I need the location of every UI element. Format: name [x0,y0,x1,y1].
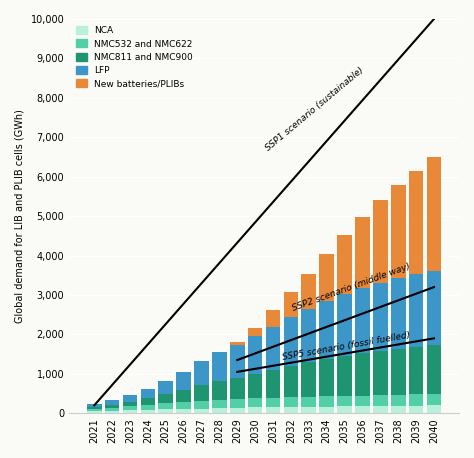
Bar [337,356,352,396]
Bar [391,406,406,413]
Text: SSP2 scenario (middle way): SSP2 scenario (middle way) [291,262,411,313]
Bar [355,288,370,353]
Bar [87,411,101,413]
Bar [319,254,334,301]
Bar [266,370,280,398]
Bar [123,402,137,406]
Bar [283,317,298,366]
Bar [248,407,263,413]
Bar [409,394,423,406]
Bar [105,411,119,413]
Bar [212,381,227,400]
Bar [194,409,209,413]
Bar [176,372,191,390]
Bar [194,361,209,385]
Bar [409,274,423,347]
Bar [158,409,173,413]
Bar [373,283,388,351]
Bar [427,158,441,271]
Bar [230,342,245,345]
Bar [427,345,441,394]
Bar [212,400,227,408]
Bar [355,353,370,396]
Text: SSP5 scenario (fossil fuelled): SSP5 scenario (fossil fuelled) [282,331,411,362]
Bar [140,398,155,405]
Bar [319,359,334,396]
Bar [427,405,441,413]
Bar [266,327,280,370]
Bar [409,171,423,274]
Bar [283,292,298,317]
Bar [373,395,388,406]
Bar [176,409,191,413]
Bar [248,328,263,336]
Bar [391,349,406,395]
Bar [283,366,298,397]
Bar [105,408,119,411]
Bar [409,406,423,413]
Bar [319,301,334,359]
Bar [373,406,388,413]
Bar [87,407,101,409]
Bar [194,385,209,401]
Bar [301,362,316,397]
Bar [87,409,101,411]
Bar [248,398,263,407]
Bar [301,274,316,309]
Bar [337,406,352,413]
Bar [283,407,298,413]
Bar [87,404,101,407]
Bar [373,351,388,395]
Bar [266,310,280,327]
Bar [140,410,155,413]
Bar [248,374,263,398]
Bar [319,407,334,413]
Bar [301,407,316,413]
Bar [373,200,388,283]
Bar [158,382,173,394]
Bar [391,395,406,406]
Bar [266,398,280,407]
Bar [266,407,280,413]
Bar [283,397,298,407]
Text: SSP1 scenario (sustainable): SSP1 scenario (sustainable) [264,66,365,153]
Bar [194,401,209,409]
Bar [301,397,316,407]
Bar [158,394,173,403]
Legend: NCA, NMC532 and NMC622, NMC811 and NMC900, LFP, New batteries/PLIBs: NCA, NMC532 and NMC622, NMC811 and NMC90… [73,23,196,91]
Bar [319,396,334,407]
Bar [391,278,406,349]
Bar [427,394,441,405]
Bar [337,396,352,406]
Bar [105,400,119,404]
Bar [123,395,137,402]
Bar [176,390,191,402]
Bar [230,408,245,413]
Bar [337,234,352,294]
Bar [427,271,441,345]
Bar [176,402,191,409]
Bar [355,396,370,406]
Bar [301,309,316,362]
Bar [158,403,173,409]
Bar [123,406,137,410]
Bar [409,347,423,394]
Bar [140,389,155,398]
Bar [212,408,227,413]
Bar [105,404,119,408]
Bar [212,352,227,381]
Bar [123,410,137,413]
Bar [337,294,352,356]
Bar [355,406,370,413]
Bar [140,405,155,410]
Bar [230,399,245,408]
Bar [230,345,245,378]
Bar [230,378,245,399]
Bar [355,217,370,288]
Bar [391,185,406,278]
Bar [248,336,263,374]
Y-axis label: Global demand for LIB and PLIB cells (GWh): Global demand for LIB and PLIB cells (GW… [15,109,25,323]
